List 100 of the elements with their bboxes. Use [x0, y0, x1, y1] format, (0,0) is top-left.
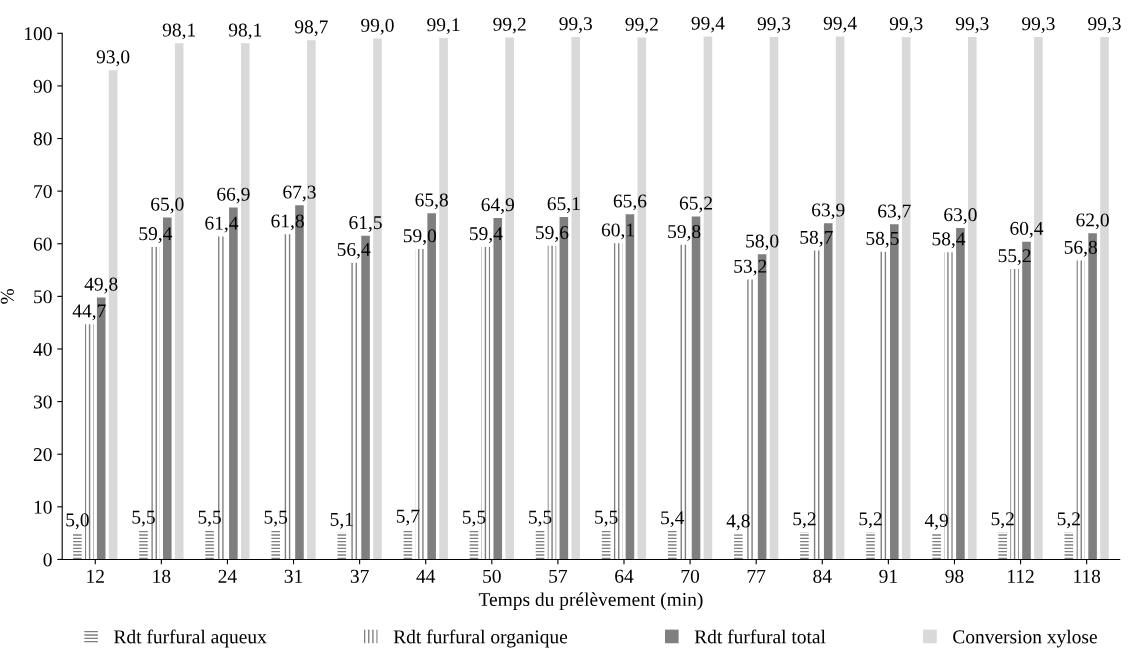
data-label: 56,8: [1064, 240, 1097, 257]
data-label: 66,9: [217, 187, 250, 204]
data-label: 5,5: [264, 510, 288, 527]
y-tick-label: 60: [33, 237, 52, 251]
data-label: 61,5: [349, 216, 382, 232]
bar: [403, 529, 413, 560]
data-label: 99,4: [823, 16, 857, 33]
data-label: 5,5: [132, 510, 155, 527]
data-label: 5,0: [66, 513, 89, 530]
data-label: 5,5: [198, 510, 221, 527]
data-label: 99,1: [427, 18, 460, 35]
data-label: 5,5: [462, 510, 486, 527]
data-label: 59,6: [536, 226, 569, 242]
y-tick-label: 70: [34, 184, 52, 199]
data-label: 56,4: [337, 242, 371, 259]
data-label: 65,1: [547, 197, 580, 213]
y-axis-title: %: [0, 288, 14, 304]
data-label: 99,3: [1022, 17, 1055, 34]
x-tick-label: 84: [813, 569, 832, 583]
data-label: 60,1: [601, 223, 634, 240]
data-label: 63,9: [812, 203, 845, 220]
x-tick-label: 112: [1008, 569, 1034, 583]
y-tick-label: 90: [33, 79, 52, 93]
legend-label: Rdt furfural organique: [393, 629, 568, 648]
data-label: 58,0: [746, 234, 779, 251]
data-label: 98,1: [228, 23, 262, 40]
data-label: 5,5: [595, 510, 618, 527]
y-tick-label: 0: [43, 553, 52, 567]
data-label: 5,1: [330, 512, 353, 529]
legend-label: Rdt furfural aqueux: [114, 629, 267, 648]
y-tick-label: 10: [34, 500, 52, 514]
data-label: 99,3: [757, 17, 791, 34]
data-label: 59,4: [469, 227, 503, 243]
bar: [469, 530, 479, 560]
y-tick-label: 40: [33, 342, 52, 356]
bar: [601, 530, 611, 560]
data-label: 65,0: [151, 197, 184, 214]
bar: [932, 533, 941, 560]
data-label: 99,2: [625, 17, 658, 34]
data-label: 99,3: [955, 17, 989, 34]
bar: [800, 532, 809, 560]
data-label: 5,2: [1057, 512, 1080, 529]
legend-label: Rdt furfural total: [694, 629, 826, 644]
x-tick-label: 24: [218, 569, 237, 583]
x-tick-label: 44: [416, 569, 436, 583]
bar: [1064, 532, 1074, 560]
x-tick-label: 57: [549, 569, 568, 583]
data-label: 93,0: [96, 50, 130, 67]
y-tick-label: 30: [33, 395, 52, 409]
bar: [73, 533, 82, 560]
data-label: 5,2: [991, 512, 1014, 529]
data-label: 99,4: [691, 16, 725, 33]
bar: [734, 534, 743, 560]
bar: [866, 532, 875, 560]
data-label: 99,3: [559, 17, 592, 34]
bar: [535, 530, 545, 560]
x-tick-label: 37: [350, 569, 369, 583]
data-label: 65,2: [679, 196, 712, 213]
data-label: 63,7: [878, 204, 911, 221]
data-label: 55,2: [998, 249, 1031, 266]
bar: [998, 532, 1007, 560]
data-label: 98,7: [294, 20, 328, 37]
data-label: 44,7: [72, 304, 106, 321]
data-label: 61,8: [271, 214, 304, 231]
data-label: 99,2: [493, 17, 526, 34]
data-label: 67,3: [283, 185, 316, 202]
data-label: 60,4: [1010, 221, 1044, 238]
data-label: 58,7: [800, 230, 833, 247]
x-tick-label: 64: [615, 569, 634, 583]
data-label: 5,4: [661, 511, 685, 528]
data-label: 62,0: [1076, 213, 1109, 230]
y-tick-label: 100: [25, 27, 52, 41]
x-tick-label: 118: [1074, 569, 1101, 583]
data-label: 61,4: [205, 216, 239, 233]
bar: [205, 530, 214, 560]
y-tick-label: 20: [33, 448, 52, 462]
data-label: 59,0: [403, 229, 437, 246]
bar: [337, 532, 347, 560]
data-label: 65,6: [613, 194, 647, 211]
x-tick-label: 31: [284, 569, 303, 583]
y-tick-label: 80: [33, 132, 52, 146]
data-label: 4,8: [726, 514, 750, 531]
y-tick-label: 50: [34, 290, 52, 304]
data-label: 5,7: [396, 509, 420, 526]
data-label: 99,3: [1088, 17, 1121, 34]
data-label: 99,0: [361, 18, 394, 35]
x-axis-title: Temps du prélèvement (min): [478, 592, 703, 611]
bar: [667, 531, 677, 560]
data-label: 98,1: [162, 23, 196, 40]
data-label: 59,8: [668, 224, 701, 241]
x-tick-label: 98: [945, 569, 964, 583]
data-label: 49,8: [84, 277, 118, 294]
data-label: 64,9: [481, 198, 514, 215]
data-label: 5,2: [793, 512, 816, 529]
data-label: 4,9: [924, 513, 948, 530]
data-label: 53,2: [734, 259, 767, 276]
x-tick-label: 12: [87, 569, 104, 583]
data-label: 59,4: [139, 227, 173, 243]
x-tick-label: 77: [747, 569, 766, 583]
x-tick-label: 70: [681, 569, 700, 583]
